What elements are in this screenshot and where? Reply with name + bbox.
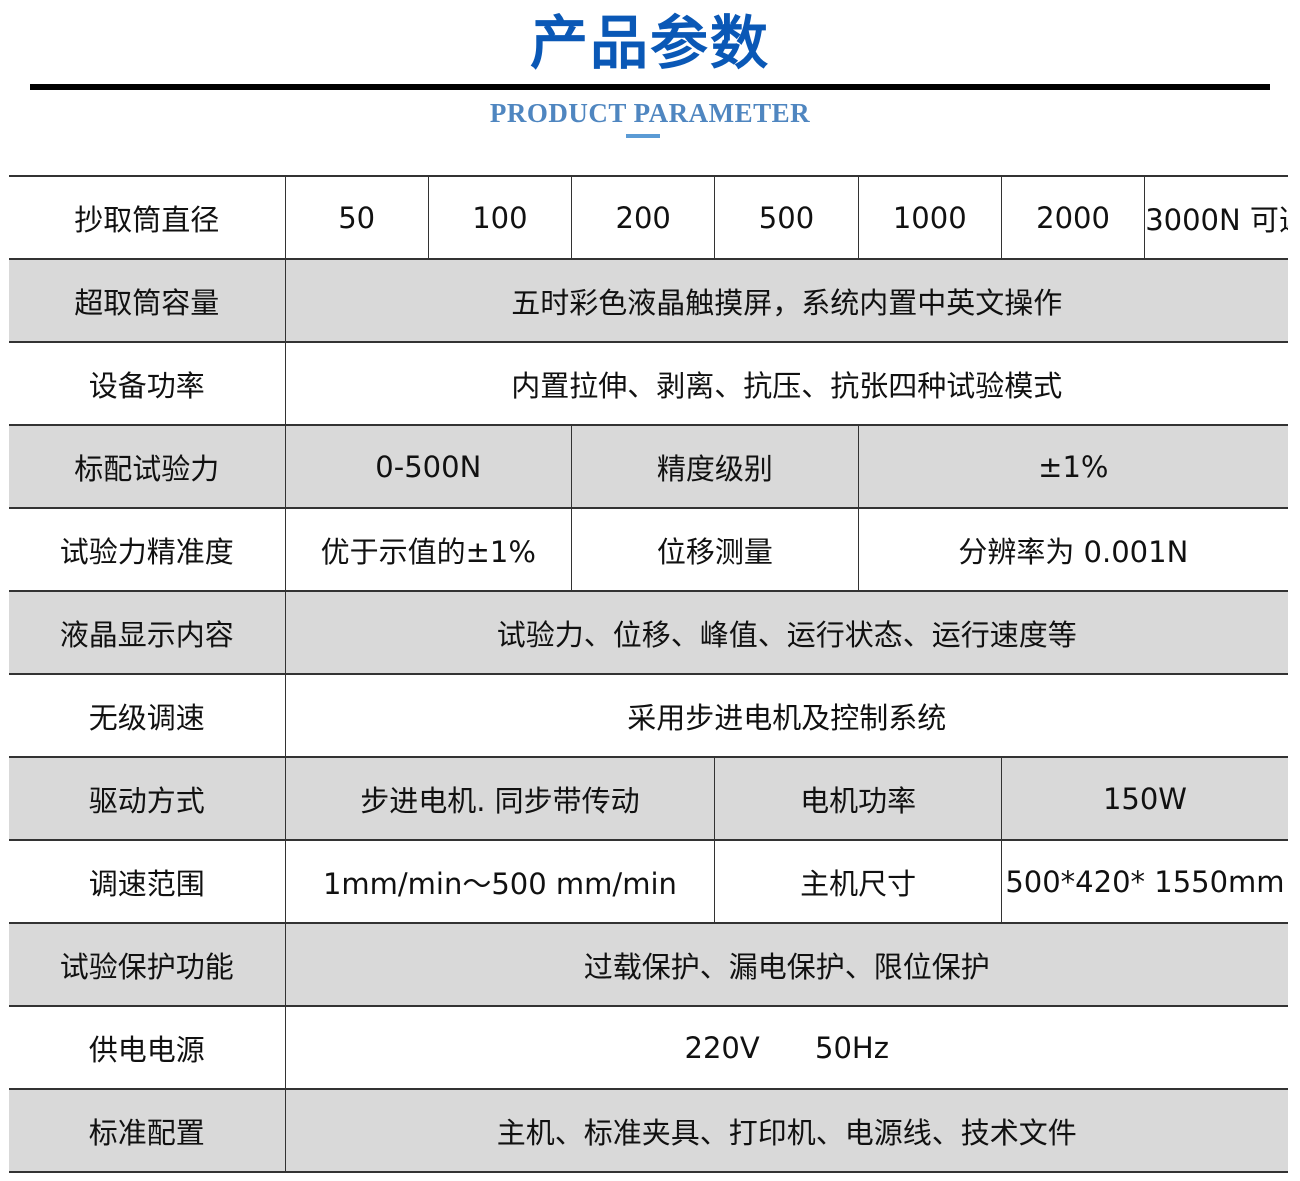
- table-row: 供电电源 220V 50Hz: [9, 1005, 1288, 1090]
- row-label: 液晶显示内容: [9, 590, 286, 675]
- row-value: 五时彩色液晶触摸屏，系统内置中英文操作: [284, 258, 1288, 343]
- row-value: 主机尺寸: [714, 839, 1002, 924]
- title-divider: [30, 84, 1270, 90]
- table-row: 调速范围 1mm/min～500 mm/min 主机尺寸 500*420* 1550m…: [9, 839, 1288, 924]
- row-value: 1000: [857, 175, 1002, 260]
- row-label: 标准配置: [9, 1088, 286, 1173]
- row-value: 优于示值的±1%: [284, 507, 573, 592]
- row-value: 0-500N: [284, 424, 573, 509]
- table-row: 试验保护功能 过载保护、漏电保护、限位保护: [9, 922, 1288, 1007]
- row-label: 标配试验力: [9, 424, 286, 509]
- row-value: 精度级别: [571, 424, 859, 509]
- row-value: 位移测量: [571, 507, 859, 592]
- table-row: 超取筒容量 五时彩色液晶触摸屏，系统内置中英文操作: [9, 258, 1288, 343]
- row-value: 100: [427, 175, 573, 260]
- table-row: 标配试验力 0-500N 精度级别 ±1%: [9, 424, 1288, 509]
- row-value: 220V 50Hz: [284, 1005, 1288, 1090]
- row-value: 3000N 可选: [1144, 175, 1288, 260]
- table-row: 液晶显示内容 试验力、位移、峰值、运行状态、运行速度等: [9, 590, 1288, 675]
- page-title: 产品参数: [529, 9, 770, 77]
- row-label: 驱动方式: [9, 756, 286, 841]
- row-label: 供电电源: [9, 1005, 286, 1090]
- row-label: 抄取筒直径: [9, 175, 286, 260]
- row-value: 200: [571, 175, 716, 260]
- row-value: 50: [284, 175, 429, 260]
- row-value: 分辨率为 0.001N: [857, 507, 1288, 592]
- row-value: ±1%: [857, 424, 1288, 509]
- row-value: 150W: [1000, 756, 1288, 841]
- row-value: 采用步进电机及控制系统: [284, 673, 1288, 758]
- row-value: 内置拉伸、剥离、抗压、抗张四种试验模式: [284, 341, 1288, 426]
- row-label: 调速范围: [9, 839, 286, 924]
- row-value: 500: [714, 175, 859, 260]
- table-row: 驱动方式 步进电机. 同步带传动 电机功率 150W: [9, 756, 1288, 841]
- row-value: 500*420* 1550mm: [1000, 839, 1288, 924]
- row-label: 试验力精准度: [9, 507, 286, 592]
- table-row: 标准配置 主机、标准夹具、打印机、电源线、技术文件: [9, 1088, 1288, 1173]
- row-value: 步进电机. 同步带传动: [284, 756, 716, 841]
- row-value: 2000: [1000, 175, 1146, 260]
- table-row: 试验力精准度 优于示值的±1% 位移测量 分辨率为 0.001N: [9, 507, 1288, 592]
- row-label: 试验保护功能: [9, 922, 286, 1007]
- row-value: 电机功率: [714, 756, 1002, 841]
- table-row: 设备功率 内置拉伸、剥离、抗压、抗张四种试验模式: [9, 341, 1288, 426]
- row-label: 设备功率: [9, 341, 286, 426]
- row-label: 超取筒容量: [9, 258, 286, 343]
- table-row: 无级调速 采用步进电机及控制系统: [9, 673, 1288, 758]
- row-value: 主机、标准夹具、打印机、电源线、技术文件: [284, 1088, 1288, 1173]
- row-value: 试验力、位移、峰值、运行状态、运行速度等: [284, 590, 1288, 675]
- row-value: 1mm/min～500 mm/min: [284, 839, 716, 924]
- page-subtitle: PRODUCT PARAMETER: [489, 98, 811, 128]
- row-label: 无级调速: [9, 673, 286, 758]
- row-value: 过载保护、漏电保护、限位保护: [284, 922, 1288, 1007]
- subtitle-accent-line: [626, 134, 660, 138]
